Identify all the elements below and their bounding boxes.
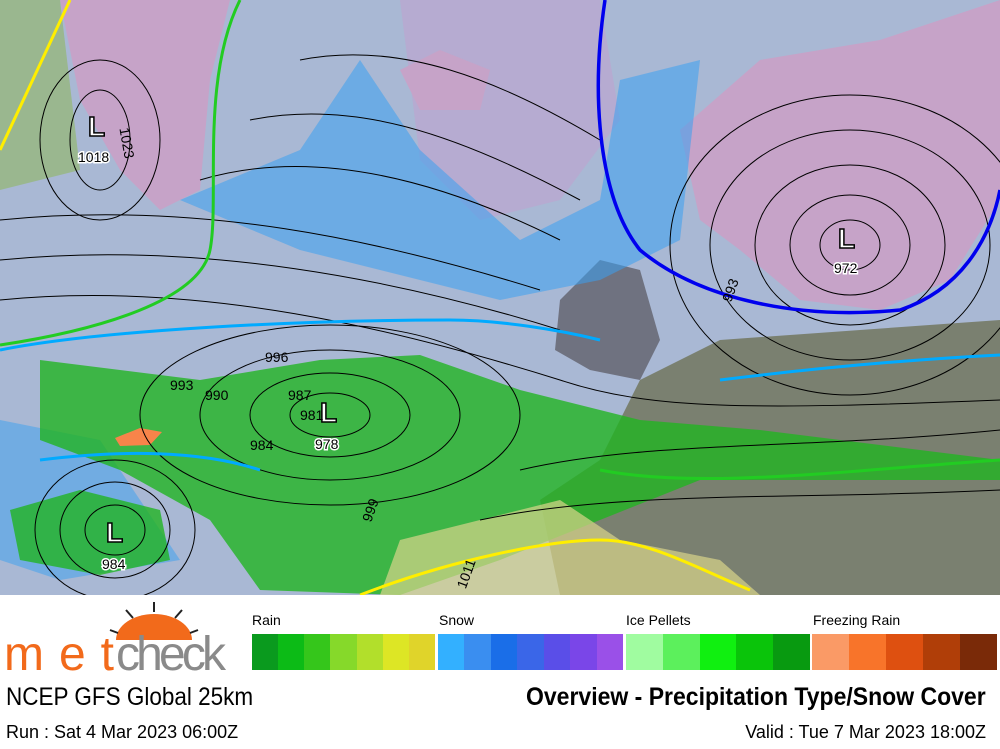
- legend-swatch: [490, 634, 518, 670]
- legend-swatch: [923, 634, 960, 670]
- uk: [555, 260, 660, 380]
- legend-swatch: [278, 634, 305, 670]
- yellow-contour: [0, 0, 751, 595]
- legend-swatch: [330, 634, 357, 670]
- low-978: L 978: [314, 396, 341, 453]
- svg-text:993: 993: [170, 377, 194, 393]
- svg-text:972: 972: [834, 260, 858, 276]
- svg-text:984: 984: [250, 437, 274, 453]
- green-west: [0, 0, 80, 190]
- legend-swatch: [596, 634, 623, 670]
- snow-band: [180, 60, 700, 300]
- low-1018: L 1018: [77, 110, 111, 166]
- legend-swatch: [570, 634, 597, 670]
- legend-title-snow: Snow: [439, 612, 475, 628]
- legend-title-rain: Rain: [252, 612, 281, 628]
- legend-swatch: [662, 634, 700, 670]
- svg-text:1023: 1023: [116, 126, 137, 160]
- model-name: NCEP GFS Global 25km: [6, 683, 254, 711]
- legend-bar-snow: [438, 634, 623, 670]
- legend-swatch: [356, 634, 383, 670]
- blue-contour: [596, 0, 1000, 315]
- legend-swatch: [736, 634, 774, 670]
- iceland: [400, 50, 490, 110]
- legend-swatch: [773, 634, 810, 670]
- freezing-rain-patch: [115, 428, 162, 446]
- svg-text:L: L: [320, 397, 337, 428]
- svg-text:984: 984: [102, 556, 126, 572]
- legend-bar-freezing-rain: [812, 634, 997, 670]
- freeze-line: [0, 318, 1000, 472]
- legend-swatch: [960, 634, 997, 670]
- svg-text:L: L: [106, 517, 123, 548]
- arctic-snow: [400, 0, 620, 220]
- low-984: L 984: [101, 516, 128, 573]
- green-line: [0, 0, 1000, 481]
- svg-text:987: 987: [288, 387, 312, 403]
- svg-text:993: 993: [719, 276, 742, 304]
- greenland: [60, 0, 230, 210]
- svg-text:981: 981: [300, 407, 324, 423]
- legend-swatch: [626, 634, 663, 670]
- legend-swatch: [543, 634, 571, 670]
- scandinavia: [680, 0, 1000, 310]
- legend-swatch: [438, 634, 465, 670]
- legend-swatch: [849, 634, 886, 670]
- chart-title: Overview - Precipitation Type/Snow Cover: [526, 683, 986, 711]
- low-972: L 972: [833, 222, 860, 277]
- svg-text:check: check: [116, 628, 227, 676]
- legend-swatch: [304, 634, 331, 670]
- valid-time: Valid : Tue 7 Mar 2023 18:00Z: [745, 722, 986, 742]
- svg-text:999: 999: [359, 496, 382, 524]
- svg-text:met: met: [4, 628, 114, 676]
- svg-text:990: 990: [205, 387, 229, 403]
- legend-bar-rain: [252, 634, 435, 670]
- svg-text:1018: 1018: [78, 149, 109, 165]
- metcheck-logo: met check: [4, 602, 227, 676]
- svg-text:L: L: [88, 111, 105, 142]
- legend-swatch: [812, 634, 849, 670]
- iberia-warm: [380, 500, 760, 595]
- legend-swatch: [886, 634, 923, 670]
- legend-title-ice-pellets: Ice Pellets: [626, 612, 691, 628]
- weather-map: L 1018 L 978 L 984 L 972 1023 993 990 996 98…: [0, 0, 1000, 595]
- legend-bar-ice-pellets: [626, 634, 810, 670]
- legend-swatch: [382, 634, 409, 670]
- legend-swatch: [252, 634, 279, 670]
- svg-text:996: 996: [265, 349, 289, 365]
- svg-text:978: 978: [315, 436, 339, 452]
- svg-text:L: L: [838, 223, 855, 254]
- rain-band-low: [10, 490, 170, 575]
- legend-swatch: [517, 634, 544, 670]
- legend-swatch: [408, 634, 435, 670]
- isobars: [0, 54, 1000, 595]
- legend-swatch: [699, 634, 737, 670]
- run-time: Run : Sat 4 Mar 2023 06:00Z: [6, 722, 239, 742]
- legend-title-freezing-rain: Freezing Rain: [813, 612, 901, 628]
- legend-swatch: [464, 634, 491, 670]
- rain-band: [40, 355, 1000, 595]
